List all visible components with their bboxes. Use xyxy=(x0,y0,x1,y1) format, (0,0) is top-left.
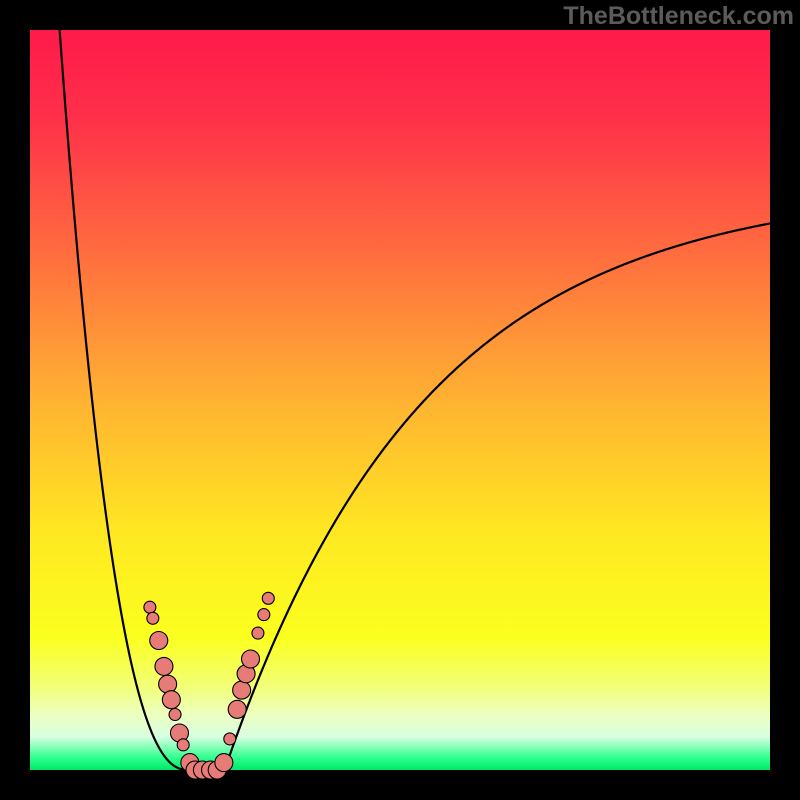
data-marker xyxy=(233,681,251,699)
data-marker xyxy=(150,632,168,650)
data-marker xyxy=(242,650,260,668)
data-marker xyxy=(252,627,264,639)
data-marker xyxy=(169,709,181,721)
watermark-text: TheBottleneck.com xyxy=(563,2,794,31)
data-marker xyxy=(215,754,233,772)
data-marker xyxy=(228,700,246,718)
data-marker xyxy=(258,609,270,621)
data-marker xyxy=(177,739,189,751)
data-marker xyxy=(162,691,180,709)
data-marker xyxy=(224,733,236,745)
data-marker xyxy=(155,657,173,675)
data-marker xyxy=(262,592,274,604)
data-marker xyxy=(159,675,177,693)
plot-background xyxy=(30,30,770,770)
chart-frame: TheBottleneck.com xyxy=(0,0,800,800)
data-marker xyxy=(144,601,156,613)
chart-canvas xyxy=(0,0,800,800)
data-marker xyxy=(147,612,159,624)
